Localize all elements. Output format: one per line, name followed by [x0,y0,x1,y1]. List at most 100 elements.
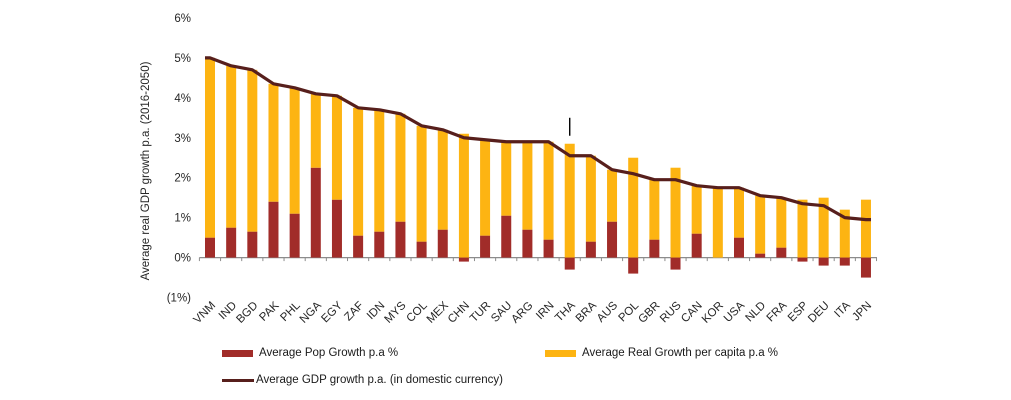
x-tick-label-aus: AUS [595,299,620,324]
bar-deu-per-capita-growth [818,197,829,258]
bar-fra-pop-growth [776,247,787,258]
bar-idn-per-capita-growth [374,109,385,232]
bar-irn-per-capita-growth [543,141,554,240]
bar-bra-per-capita-growth [585,155,596,242]
legend-label-pop-growth: Average Pop Growth p.a % [259,347,399,359]
bar-esp-pop-growth [797,257,808,262]
x-tick-label-zaf: ZAF [342,300,366,324]
bar-egy-per-capita-growth [331,95,342,200]
x-tick-label-pak: PAK [257,299,281,323]
bar-jpn-pop-growth [860,257,871,278]
y-tick-label: 5% [174,53,191,65]
bar-bgd-pop-growth [247,231,258,258]
x-tick-label-nga: NGA [298,299,324,325]
x-tick-label-pol: POL [617,299,642,324]
bar-pak-per-capita-growth [268,83,279,202]
bar-mys-per-capita-growth [395,113,406,222]
bar-ita-per-capita-growth [839,209,850,258]
bar-nga-pop-growth [310,167,321,258]
legend-item-gdp-growth-line: Average GDP growth p.a. (in domestic cur… [222,373,503,387]
bar-rus-pop-growth [670,257,681,270]
y-tick-label: 6% [174,13,191,25]
gdp-growth-line [205,56,871,222]
y-tick-label: 1% [174,213,191,225]
bar-mys-pop-growth [395,221,406,258]
bar-zaf-pop-growth [353,235,364,258]
bar-ita-pop-growth [839,257,850,266]
x-tick-label-usa: USA [722,299,747,324]
bar-ind-pop-growth [226,227,237,258]
bar-chn-pop-growth [458,257,469,262]
x-tick-label-tha: THA [553,299,578,324]
bar-mex-pop-growth [437,229,448,258]
x-tick-label-irn: IRN [534,300,556,322]
bar-nga-per-capita-growth [310,93,321,168]
x-tick-label-gbr: GBR [636,300,662,326]
x-tick-label-jpn: JPN [850,300,874,324]
bar-jpn-per-capita-growth [860,199,871,258]
x-tick-label-rus: RUS [658,299,684,325]
bar-chn-per-capita-growth [458,133,469,258]
bar-pol-per-capita-growth [628,157,639,258]
pop-growth-swatch [222,349,253,357]
bar-col-pop-growth [416,241,427,258]
x-tick-label-col: COL [405,299,431,325]
x-tick-label-mex: MEX [425,299,451,325]
bar-can-pop-growth [691,233,702,258]
legend-item-per-capita-growth: Average Real Growth per capita p.a % [545,346,778,360]
bar-pol-pop-growth [628,257,639,274]
per-capita-growth-swatch [545,349,576,357]
bar-mex-per-capita-growth [437,129,448,230]
bar-nld-per-capita-growth [755,195,766,254]
bar-deu-pop-growth [818,257,829,266]
y-tick-label: 2% [174,173,191,185]
bar-bgd-per-capita-growth [247,69,258,232]
bar-nld-pop-growth [755,253,766,258]
bar-bra-pop-growth [585,241,596,258]
legend-item-pop-growth: Average Pop Growth p.a % [222,346,398,360]
bar-zaf-per-capita-growth [353,107,364,236]
bar-usa-pop-growth [734,237,744,258]
x-tick-label-mys: MYS [382,299,408,325]
x-tick-label-ita: ITA [832,299,853,320]
x-tick-label-sau: SAU [489,300,514,325]
x-tick-label-nld: NLD [744,300,769,325]
bar-ind-per-capita-growth [226,65,237,228]
bar-irn-pop-growth [543,239,554,258]
bar-egy-pop-growth [331,199,342,258]
legend-label-per-capita-growth: Average Real Growth per capita p.a % [582,347,779,359]
bar-idn-pop-growth [374,231,385,258]
x-tick-label-egy: EGY [319,299,345,325]
gdp-growth-line-swatch [222,378,254,382]
x-tick-label-fra: FRA [765,299,790,324]
bar-phl-pop-growth [289,213,300,258]
bar-tha-per-capita-growth [564,143,575,258]
x-tick-label-deu: DEU [806,300,832,326]
x-tick-label-can: CAN [679,300,705,326]
bar-tur-per-capita-growth [480,139,491,236]
x-tick-label-bgd: BGD [234,300,260,326]
y-tick-label: 0% [174,253,191,265]
bar-sau-pop-growth [501,215,512,258]
bar-can-per-capita-growth [691,185,702,234]
bar-vnm-per-capita-growth [205,57,215,238]
x-tick-label-bra: BRA [574,299,599,324]
x-tick-label-arg: ARG [509,300,535,326]
bar-rus-per-capita-growth [670,167,681,258]
bar-gbr-pop-growth [649,239,660,258]
bar-tha-pop-growth [564,257,575,270]
bar-usa-per-capita-growth [734,187,744,238]
x-tick-label-vnm: VNM [192,300,219,327]
bar-tur-pop-growth [480,235,491,258]
bar-arg-per-capita-growth [522,141,533,230]
bar-gbr-per-capita-growth [649,179,660,240]
legend-label-gdp-growth-line: Average GDP growth p.a. (in domestic cur… [256,374,503,386]
x-tick-label-tur: TUR [468,300,493,325]
bar-arg-pop-growth [522,229,533,258]
y-tick-label: (1%) [167,293,191,305]
bar-kor-per-capita-growth [712,187,723,258]
bar-sau-per-capita-growth [501,141,512,216]
x-tick-label-kor: KOR [700,300,726,326]
